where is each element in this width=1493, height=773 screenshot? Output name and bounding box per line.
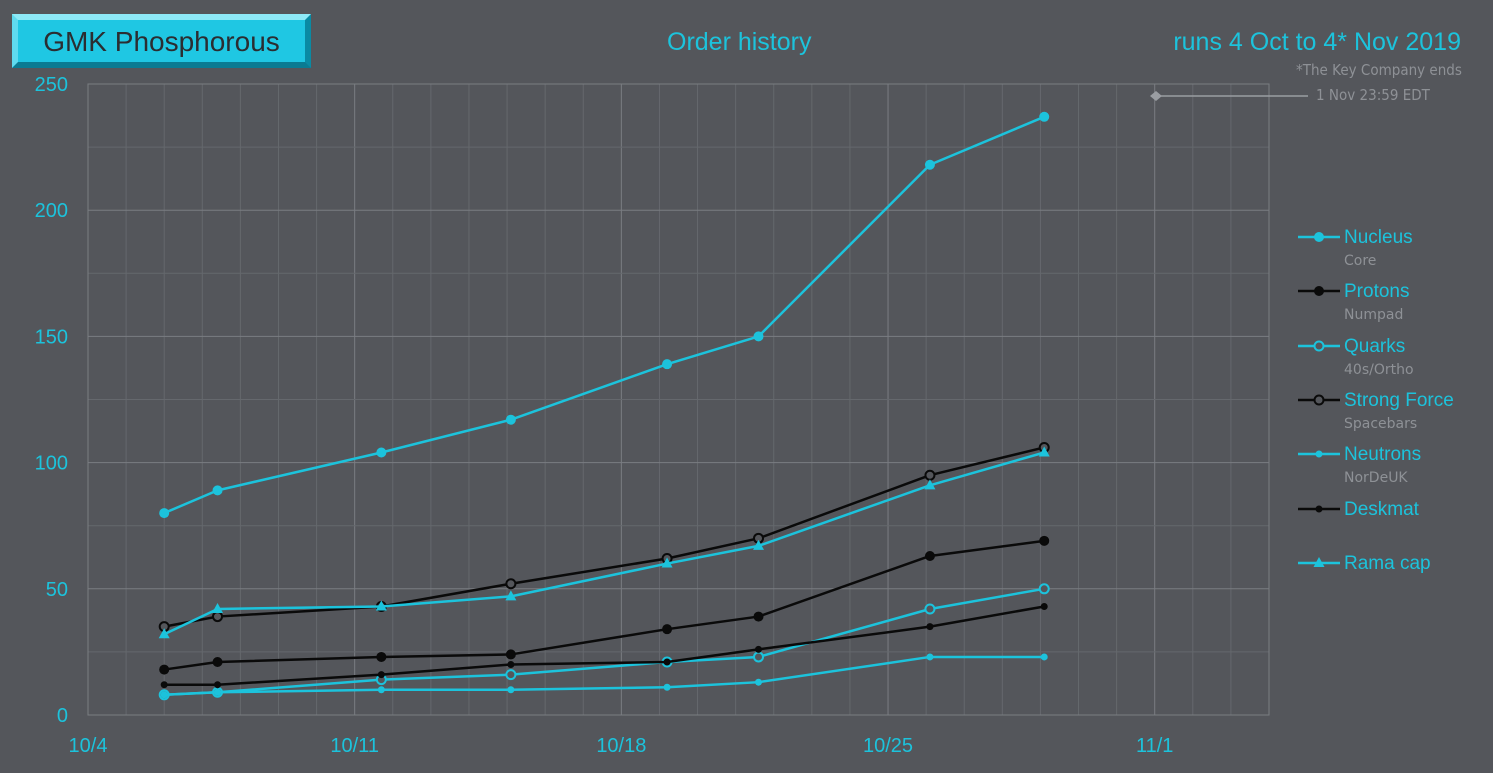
series-line-neutrons <box>164 655 1045 697</box>
data-point-deskmat <box>755 645 763 653</box>
y-tick-label: 0 <box>57 705 68 727</box>
data-point-nucleus <box>505 414 516 425</box>
x-tick-label: 10/11 <box>330 735 379 757</box>
legend-marker-rama-cap <box>1313 557 1325 567</box>
legend-label-strong-force: Strong Force <box>1344 390 1454 411</box>
legend-label-neutrons: Neutrons <box>1344 444 1421 465</box>
data-point-protons <box>505 649 516 660</box>
y-tick-label: 200 <box>35 200 68 222</box>
y-tick-label: 250 <box>35 74 68 96</box>
data-point-neutrons <box>1040 653 1048 661</box>
data-point-protons <box>753 611 764 622</box>
run-dates: runs 4 Oct to 4* Nov 2019 <box>1173 28 1461 56</box>
data-point-deskmat <box>1040 602 1048 610</box>
data-point-protons <box>924 550 935 561</box>
plot-frame <box>87 83 1270 716</box>
legend-marker-nucleus <box>1314 232 1324 242</box>
y-tick-label: 150 <box>35 326 68 348</box>
data-point-quarks <box>1038 583 1050 595</box>
data-point-nucleus <box>159 508 170 519</box>
footnote-arrow-head <box>1150 91 1162 101</box>
data-point-rama-cap <box>505 590 517 601</box>
data-point-neutrons <box>377 686 385 694</box>
data-point-protons <box>212 656 223 667</box>
data-point-nucleus <box>212 485 223 496</box>
data-point-nucleus <box>376 447 387 458</box>
data-point-nucleus <box>1039 111 1050 122</box>
legend-label-protons: Protons <box>1344 281 1409 302</box>
data-point-quarks <box>753 651 765 663</box>
legend-label-deskmat: Deskmat <box>1344 499 1420 520</box>
x-tick-label: 10/4 <box>69 735 108 757</box>
data-point-protons <box>159 664 170 675</box>
data-point-neutrons <box>755 678 763 686</box>
series-line-rama-cap <box>163 451 1045 636</box>
set-name-label: GMK Phosphorous <box>43 26 280 57</box>
y-tick-label: 50 <box>46 579 68 601</box>
data-point-rama-cap <box>661 557 673 568</box>
legend-marker-protons <box>1314 286 1324 296</box>
data-point-rama-cap <box>158 628 170 639</box>
legend-marker-neutrons <box>1315 450 1323 458</box>
series-line-protons <box>164 539 1045 671</box>
legend-sublabel-nucleus: Core <box>1344 253 1376 269</box>
x-tick-label: 10/18 <box>596 735 646 757</box>
data-point-quarks <box>924 603 936 615</box>
data-point-rama-cap <box>753 539 765 550</box>
data-point-neutrons <box>214 688 222 696</box>
data-point-neutrons <box>507 686 515 694</box>
legend-sublabel-quarks: 40s/Ortho <box>1344 362 1414 378</box>
data-point-neutrons <box>926 653 934 661</box>
data-point-rama-cap <box>1038 446 1050 457</box>
legend-sublabel-protons: Numpad <box>1344 307 1403 323</box>
series-line-strong-force <box>163 446 1045 628</box>
data-point-strong-force <box>924 469 936 481</box>
set-name-badge: GMK Phosphorous <box>12 14 311 68</box>
series-line-quarks <box>164 587 1045 697</box>
legend-marker-strong-force <box>1313 394 1325 406</box>
y-tick-label: 100 <box>35 453 68 475</box>
data-point-nucleus <box>662 359 673 370</box>
legend-marker-quarks <box>1313 340 1325 352</box>
series-line-deskmat <box>164 605 1045 686</box>
data-point-protons <box>662 624 673 635</box>
legend-label-quarks: Quarks <box>1344 336 1405 357</box>
legend-marker-deskmat <box>1315 505 1323 513</box>
legend-sublabel-strong-force: Spacebars <box>1344 416 1417 432</box>
series-line-nucleus <box>163 115 1045 515</box>
data-point-rama-cap <box>375 600 387 611</box>
data-point-deskmat <box>507 661 515 669</box>
data-point-neutrons <box>663 683 671 691</box>
data-point-neutrons <box>160 691 168 699</box>
data-point-deskmat <box>377 671 385 679</box>
x-tick-label: 11/1 <box>1136 735 1173 757</box>
x-tick-label: 10/25 <box>863 735 913 757</box>
data-point-rama-cap <box>212 602 224 613</box>
data-point-strong-force <box>505 578 517 590</box>
footnote-line-1: *The Key Company ends <box>1296 61 1462 79</box>
data-point-deskmat <box>926 623 934 631</box>
data-point-deskmat <box>663 658 671 666</box>
legend-label-rama-cap: Rama cap <box>1344 553 1431 574</box>
data-point-deskmat <box>214 681 222 689</box>
data-point-nucleus <box>753 331 764 342</box>
data-point-nucleus <box>924 159 935 170</box>
chart-title: Order history <box>667 28 812 56</box>
legend-label-nucleus: Nucleus <box>1344 227 1413 248</box>
footnote-line-2: 1 Nov 23:59 EDT <box>1316 86 1430 104</box>
data-point-rama-cap <box>924 479 936 490</box>
legend-sublabel-neutrons: NorDeUK <box>1344 470 1408 486</box>
data-point-protons <box>1039 535 1050 546</box>
data-point-strong-force <box>212 611 224 623</box>
data-point-quarks <box>505 669 517 681</box>
data-point-deskmat <box>160 681 168 689</box>
data-point-protons <box>376 651 387 662</box>
